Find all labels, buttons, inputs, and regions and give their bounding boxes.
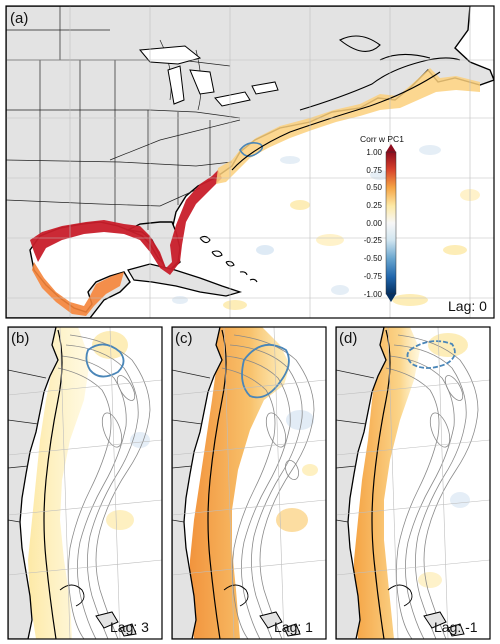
panel-c-land	[172, 327, 223, 639]
panel-b-label: (b)	[11, 330, 29, 347]
panel-a-lag: Lag: 0	[448, 298, 487, 314]
panel-a-frame	[5, 5, 495, 319]
colorbar-tick: 0.50	[366, 183, 382, 192]
panel-c-label: (c)	[175, 330, 193, 347]
panel-a-label: (a)	[10, 10, 28, 27]
panel-a-map	[6, 6, 494, 318]
panel-d-coast-contour	[371, 329, 391, 639]
panel-b-loop	[59, 584, 85, 607]
colorbar-title: Corr w PC1	[360, 134, 404, 144]
colorbar-gradient	[385, 151, 397, 295]
colorbar-tick: 1.00	[366, 148, 382, 157]
panel-c-correlation-band	[190, 327, 290, 639]
panel-a-great-lakes	[139, 45, 279, 107]
panel-c-map	[172, 327, 326, 639]
panel-c-coast-contour	[207, 329, 227, 639]
colorbar-tick: -1.00	[364, 290, 383, 299]
panel-a-bahamas	[199, 235, 258, 283]
panel-b-grid	[8, 327, 162, 639]
panel-b-map	[8, 327, 162, 639]
panel-b-coast-contour	[43, 329, 63, 639]
panel-d-state-lines	[336, 369, 375, 523]
panel-a-ocean-anomalies	[172, 145, 480, 310]
panel-b-islands	[95, 611, 137, 637]
panel-b-frame	[7, 326, 163, 640]
panel-c-lag: Lag: 1	[274, 619, 313, 635]
panel-d-loop	[387, 584, 413, 607]
panel-d-frame	[335, 326, 491, 640]
panel-c-islands	[259, 611, 301, 637]
panel-a-grid	[6, 6, 494, 318]
panel-d-map	[336, 327, 490, 639]
panel-c-frame	[171, 326, 327, 640]
colorbar-tick: 0.00	[366, 219, 382, 228]
panel-a-atlantic-band	[216, 68, 480, 184]
colorbar-max-arrow	[386, 144, 396, 152]
panel-d-blue-contour	[406, 340, 456, 369]
panel-d-grid	[336, 327, 490, 639]
panel-b-land	[8, 327, 59, 639]
panel-a-gulf-band	[30, 170, 222, 275]
panel-d-label: (d)	[339, 330, 357, 347]
colorbar-tick: 0.75	[366, 166, 382, 175]
panel-b-lag: Lag: 3	[110, 619, 149, 635]
panel-c-grid	[172, 327, 326, 639]
colorbar-tick: -0.75	[364, 272, 383, 281]
panel-c-state-lines	[172, 369, 211, 523]
panel-d-land	[336, 327, 387, 639]
panel-b-correlation-band	[28, 327, 90, 639]
colorbar-min-arrow	[386, 294, 396, 302]
colorbar: Corr w PC1 1.00 0.75 0.50 0.25 0.00 -0.2…	[360, 134, 404, 302]
panel-d-correlation-band	[354, 327, 420, 639]
colorbar-tick: -0.25	[364, 236, 383, 245]
colorbar-tick: -0.50	[364, 254, 383, 263]
panel-d-lag: Lag: -1	[434, 619, 478, 635]
panel-a-mexico-band	[32, 262, 124, 316]
panel-d-islands	[423, 611, 465, 637]
colorbar-tick: 0.25	[366, 201, 382, 210]
panel-b-state-lines	[8, 369, 47, 523]
panel-c-loop	[223, 584, 249, 607]
